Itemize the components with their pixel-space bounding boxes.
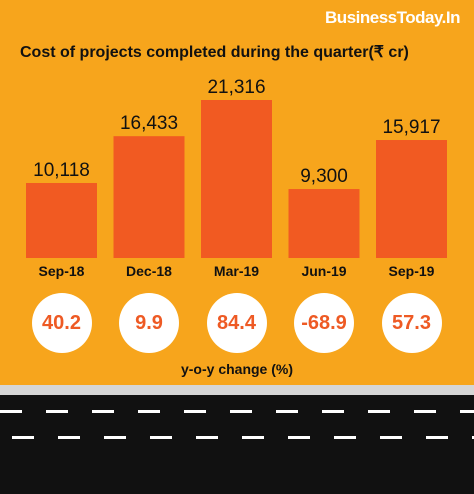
road-shoulder xyxy=(0,385,474,395)
yoy-bubble: -68.9 xyxy=(294,293,354,353)
bar-value-label: 10,118 xyxy=(33,160,90,181)
category-tick-label: Sep-19 xyxy=(389,263,435,279)
chart-title: Cost of projects completed during the qu… xyxy=(20,44,409,61)
bar-value-label: 16,433 xyxy=(120,113,178,134)
yoy-bubble: 40.2 xyxy=(31,293,92,353)
yoy-bubble: 9.9 xyxy=(119,293,179,353)
bar-Jun-19 xyxy=(288,189,360,258)
bar-value-label: 15,917 xyxy=(382,117,440,138)
bar-value-label: 9,300 xyxy=(300,166,348,187)
bar-Dec-18 xyxy=(113,136,185,258)
bar-value-label: 21,316 xyxy=(207,77,265,98)
yoy-bubble: 84.4 xyxy=(206,293,267,353)
category-tick-label: Jun-19 xyxy=(301,263,346,279)
bar-chart: 10,118 Sep-18 16,433 Dec-18 21,316 Mar-19 9,30… xyxy=(26,77,447,279)
category-tick-label: Dec-18 xyxy=(126,263,172,279)
bar-Mar-19 xyxy=(201,100,272,258)
yoy-label: y-o-y change (%) xyxy=(180,361,293,377)
category-tick-label: Sep-18 xyxy=(39,263,85,279)
lane-marking-bottom xyxy=(0,436,474,439)
yoy-bubble: 57.3 xyxy=(381,293,442,353)
category-tick-label: Mar-19 xyxy=(214,263,259,279)
bar-Sep-18 xyxy=(26,183,97,258)
brand-logo: BusinessToday.In xyxy=(325,8,460,27)
bar-Sep-19 xyxy=(376,140,447,258)
lane-marking-top xyxy=(0,410,474,413)
